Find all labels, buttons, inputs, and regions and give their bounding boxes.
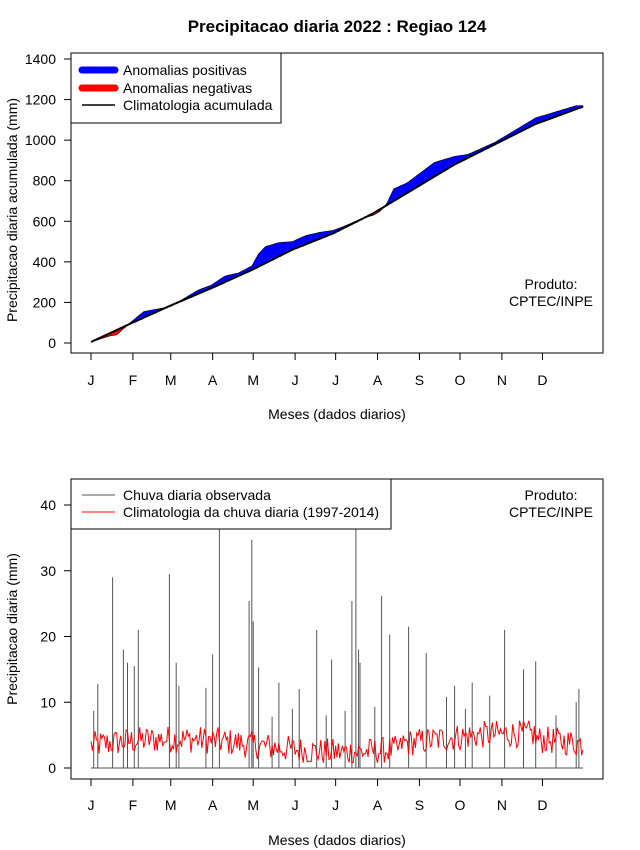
- top-x-tick-label: A: [373, 372, 383, 388]
- top-x-tick-label: M: [165, 372, 177, 388]
- top-x-tick-label: S: [415, 372, 424, 388]
- top-x-tick-label: F: [129, 372, 138, 388]
- top-y-tick-label: 800: [33, 173, 57, 189]
- top-y-tick-label: 0: [48, 335, 56, 351]
- legend-climatology-label: Climatologia acumulada: [123, 97, 273, 113]
- bottom-y-tick-label: 40: [40, 497, 56, 513]
- bottom-x-tick-label: S: [415, 797, 424, 813]
- bottom-x-tick-label: F: [129, 797, 138, 813]
- bottom-product-label: Produto:: [525, 487, 578, 503]
- bottom-product-source: CPTEC/INPE: [509, 504, 593, 520]
- top-x-tick-label: J: [88, 372, 95, 388]
- legend-negative-label: Anomalias negativas: [123, 80, 252, 96]
- top-x-tick-label: O: [455, 372, 466, 388]
- bottom-x-tick-label: M: [165, 797, 177, 813]
- bottom-climatology-line: [90, 720, 584, 764]
- top-x-tick-label: A: [208, 372, 218, 388]
- top-y-tick-label: 1000: [25, 132, 56, 148]
- top-x-tick-label: J: [332, 372, 339, 388]
- bottom-x-tick-label: J: [292, 797, 299, 813]
- top-y-tick-label: 200: [33, 294, 57, 310]
- top-x-tick-label: J: [292, 372, 299, 388]
- bottom-y-axis: 0 10 20 30 40: [40, 497, 72, 776]
- top-x-axis-label: Meses (dados diarios): [268, 406, 406, 422]
- top-x-tick-label: D: [537, 372, 547, 388]
- bottom-y-tick-label: 30: [40, 563, 56, 579]
- top-x-tick-label: N: [497, 372, 507, 388]
- positive-anomaly-area: [383, 105, 584, 208]
- bottom-x-tick-label: A: [208, 797, 218, 813]
- bottom-y-tick-label: 20: [40, 629, 56, 645]
- bottom-x-tick-label: D: [537, 797, 547, 813]
- top-climatology-line: [90, 105, 584, 343]
- top-legend: Anomalias positivas Anomalias negativas …: [70, 52, 282, 124]
- top-y-axis-label: Precipitacao diaria acumulada (mm): [4, 98, 20, 322]
- top-y-axis: 0 200 400 600 800 1000 1200 1400: [25, 51, 72, 351]
- bottom-y-tick-label: 10: [40, 694, 56, 710]
- bottom-x-tick-label: J: [88, 797, 95, 813]
- top-product-label: Produto:: [525, 276, 578, 292]
- top-y-tick-label: 1400: [25, 51, 56, 67]
- top-y-tick-label: 600: [33, 213, 57, 229]
- bottom-y-axis-label: Precipitacao diaria (mm): [4, 553, 20, 705]
- legend-daily-climatology-label: Climatologia da chuva diaria (1997-2014): [123, 504, 379, 520]
- legend-positive-label: Anomalias positivas: [123, 62, 247, 78]
- bottom-x-tick-label: A: [373, 797, 383, 813]
- bottom-x-tick-label: O: [455, 797, 466, 813]
- top-y-tick-label: 400: [33, 254, 57, 270]
- bottom-x-tick-label: M: [247, 797, 259, 813]
- top-product-source: CPTEC/INPE: [509, 293, 593, 309]
- bottom-x-tick-label: J: [332, 797, 339, 813]
- chart-title: Precipitacao diaria 2022 : Regiao 124: [188, 17, 487, 36]
- top-x-tick-label: M: [247, 372, 259, 388]
- bottom-x-axis-label: Meses (dados diarios): [268, 832, 406, 848]
- top-y-tick-label: 1200: [25, 92, 56, 108]
- legend-observed-label: Chuva diaria observada: [123, 487, 271, 503]
- bottom-legend: Chuva diaria observada Climatologia da c…: [70, 478, 392, 530]
- bottom-legend-box: [70, 478, 392, 530]
- bottom-x-tick-label: N: [497, 797, 507, 813]
- bottom-y-tick-label: 0: [48, 760, 56, 776]
